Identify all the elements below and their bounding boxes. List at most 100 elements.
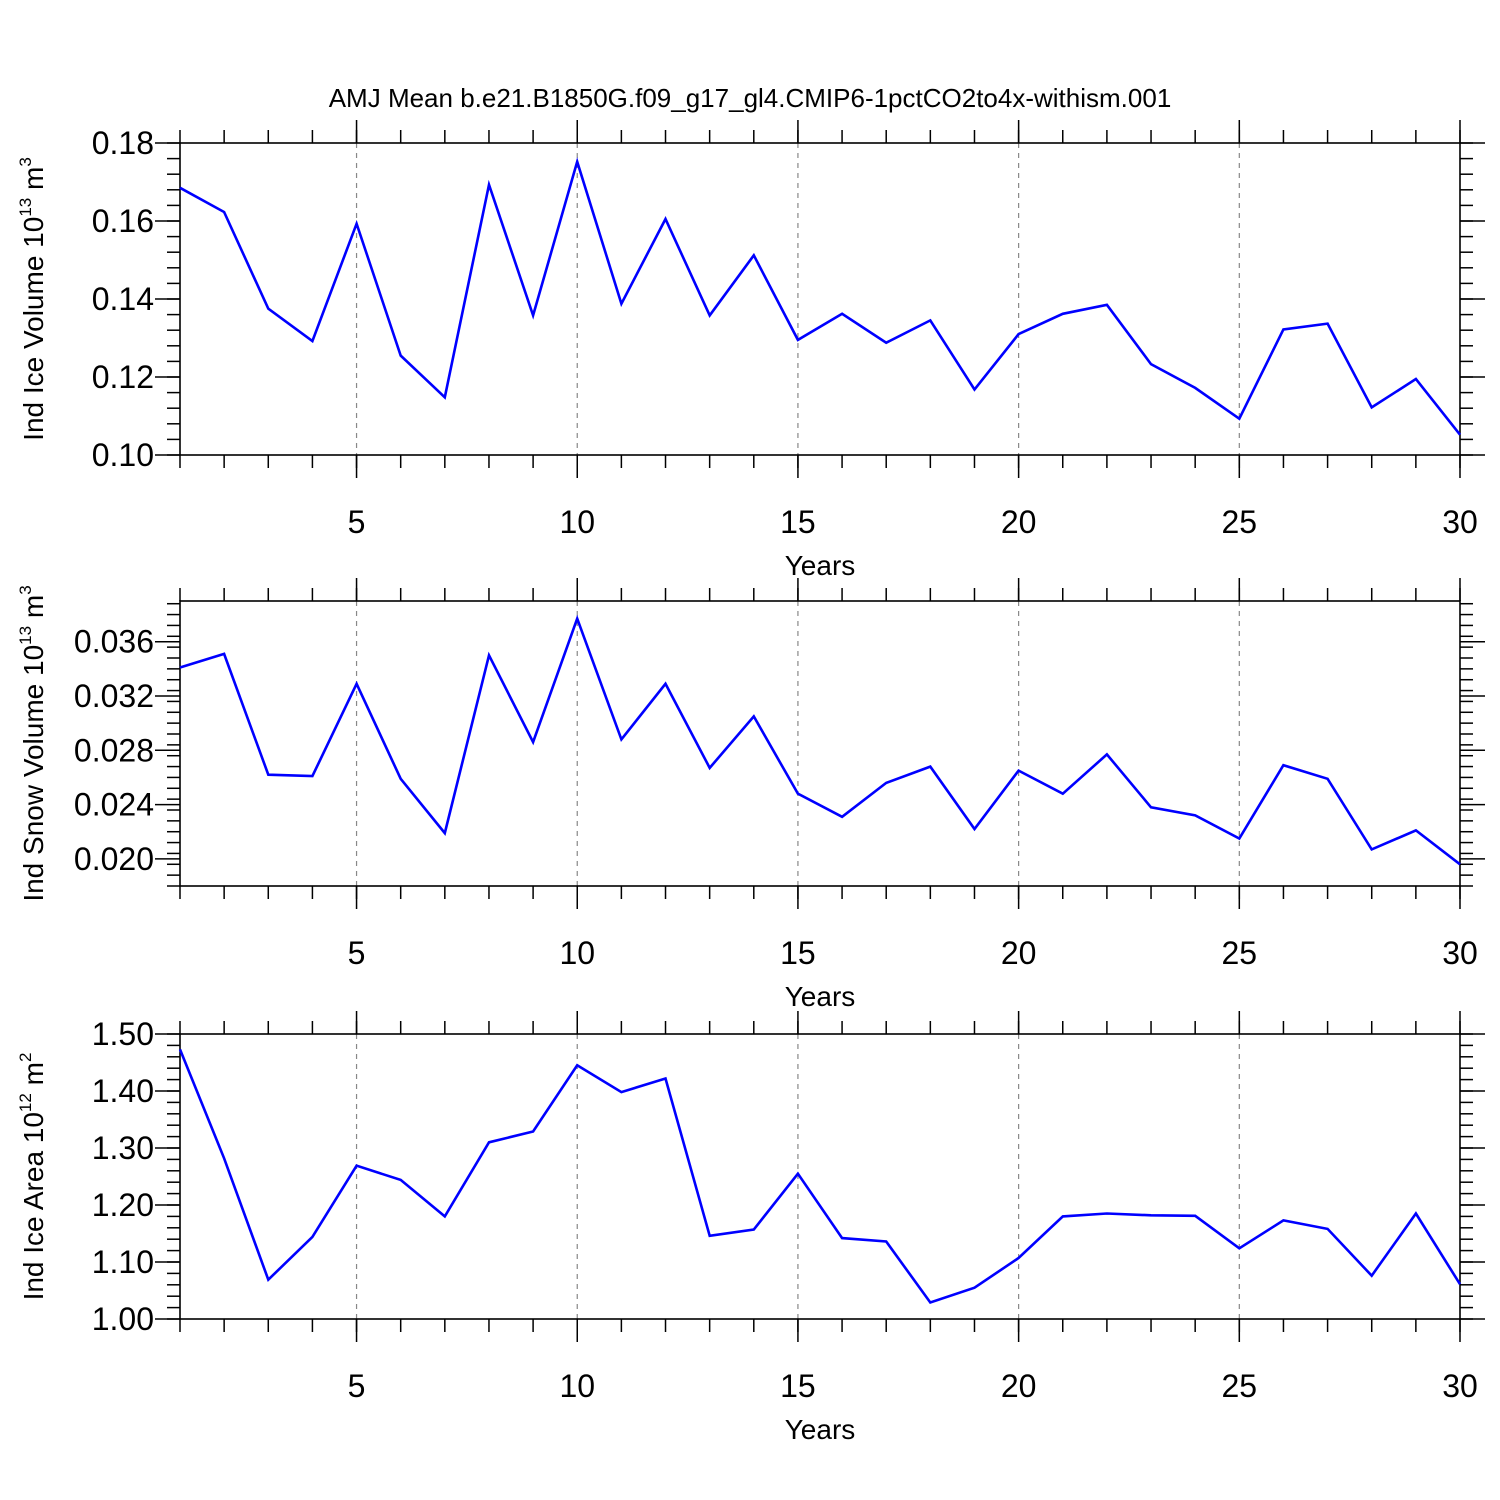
data-point — [575, 617, 579, 621]
data-point — [1061, 792, 1065, 796]
data-point — [1105, 752, 1109, 756]
data-point — [1105, 303, 1109, 307]
plot-frame — [179, 1033, 1461, 1320]
x-tick-label: 20 — [1001, 1368, 1037, 1404]
data-point — [1017, 1256, 1021, 1260]
x-tick-label: 5 — [348, 935, 366, 971]
x-axis-label: Years — [785, 1414, 856, 1445]
y-tick-label: 0.032 — [74, 678, 154, 714]
x-tick-label: 15 — [780, 504, 816, 540]
y-axis-label-unit: m — [18, 595, 49, 626]
data-point — [1237, 1246, 1241, 1250]
data-point — [664, 217, 668, 221]
data-point — [355, 682, 359, 686]
data-point — [708, 313, 712, 317]
data-point — [664, 682, 668, 686]
data-point — [1458, 433, 1462, 437]
data-point — [1237, 837, 1241, 841]
data-point — [796, 1172, 800, 1176]
data-point — [266, 773, 270, 777]
y-axis-label: Ind Ice Area 1012 m2 — [16, 1053, 49, 1301]
data-point — [487, 183, 491, 187]
data-point — [884, 341, 888, 345]
y-axis-label-unit-exponent: 3 — [16, 157, 35, 166]
data-point — [1281, 763, 1285, 767]
data-point — [1149, 805, 1153, 809]
data-point — [1370, 405, 1374, 409]
y-axis-label-text: Ind Ice Volume 10 — [18, 217, 49, 441]
y-tick-label: 1.00 — [92, 1301, 154, 1337]
data-point — [1281, 327, 1285, 331]
data-point — [1414, 1212, 1418, 1216]
x-tick-label: 30 — [1442, 935, 1478, 971]
data-point — [1193, 813, 1197, 817]
data-point — [928, 318, 932, 322]
data-point — [752, 714, 756, 718]
data-point — [443, 1214, 447, 1218]
data-point — [1370, 847, 1374, 851]
data-point — [1193, 1214, 1197, 1218]
data-point — [222, 210, 226, 214]
data-point — [752, 1228, 756, 1232]
y-axis-label-unit: m — [18, 167, 49, 198]
x-tick-label: 25 — [1222, 935, 1258, 971]
x-tick-label: 20 — [1001, 504, 1037, 540]
data-point — [310, 339, 314, 343]
x-tick-label: 5 — [348, 504, 366, 540]
y-axis-label-unit: m — [18, 1062, 49, 1093]
x-tick-label: 5 — [348, 1368, 366, 1404]
y-axis-label-text: Ind Snow Volume 10 — [18, 645, 49, 902]
data-point — [487, 1140, 491, 1144]
data-point — [178, 1047, 182, 1051]
y-axis-label: Ind Ice Volume 1013 m3 — [16, 157, 49, 441]
data-point — [708, 1234, 712, 1238]
data-point — [619, 1090, 623, 1094]
data-point — [531, 1129, 535, 1133]
series-line — [178, 1048, 1462, 1305]
data-point — [310, 1235, 314, 1239]
data-point — [1193, 386, 1197, 390]
data-point — [619, 302, 623, 306]
data-point — [531, 740, 535, 744]
y-tick-label: 0.10 — [92, 437, 154, 473]
data-point — [1237, 417, 1241, 421]
y-axis-label-exponent: 13 — [16, 626, 35, 645]
data-point — [972, 827, 976, 831]
data-point — [1370, 1274, 1374, 1278]
y-tick-label: 1.50 — [92, 1016, 154, 1052]
data-point — [310, 774, 314, 778]
y-tick-label: 0.020 — [74, 841, 154, 877]
data-point — [1061, 312, 1065, 316]
data-point — [928, 765, 932, 769]
data-point — [222, 652, 226, 656]
data-point — [1458, 1282, 1462, 1286]
x-tick-label: 10 — [559, 1368, 595, 1404]
x-axis-label: Years — [785, 981, 856, 1012]
data-point — [840, 312, 844, 316]
series-line — [179, 157, 1462, 436]
data-point — [443, 831, 447, 835]
data-point — [575, 1063, 579, 1067]
data-point — [1326, 322, 1330, 326]
data-point — [928, 1300, 932, 1304]
x-tick-label: 20 — [1001, 935, 1037, 971]
x-tick-label: 15 — [780, 1368, 816, 1404]
x-tick-label: 30 — [1442, 504, 1478, 540]
data-point — [1149, 362, 1153, 366]
data-point — [1414, 828, 1418, 832]
data-point — [443, 395, 447, 399]
data-point — [355, 1164, 359, 1168]
data-point — [1326, 777, 1330, 781]
y-axis-label-exponent: 13 — [16, 198, 35, 217]
data-point — [1017, 769, 1021, 773]
data-point — [1105, 1212, 1109, 1216]
y-tick-label: 0.12 — [92, 359, 154, 395]
data-point — [884, 781, 888, 785]
y-axis-label-exponent: 12 — [16, 1093, 35, 1112]
x-tick-label: 15 — [780, 935, 816, 971]
plot-frame — [179, 600, 1461, 887]
chart-title: AMJ Mean b.e21.B1850G.f09_g17_gl4.CMIP6-… — [329, 83, 1172, 113]
y-axis-label: Ind Snow Volume 1013 m3 — [16, 585, 49, 901]
y-tick-label: 0.18 — [92, 125, 154, 161]
data-point — [531, 313, 535, 317]
